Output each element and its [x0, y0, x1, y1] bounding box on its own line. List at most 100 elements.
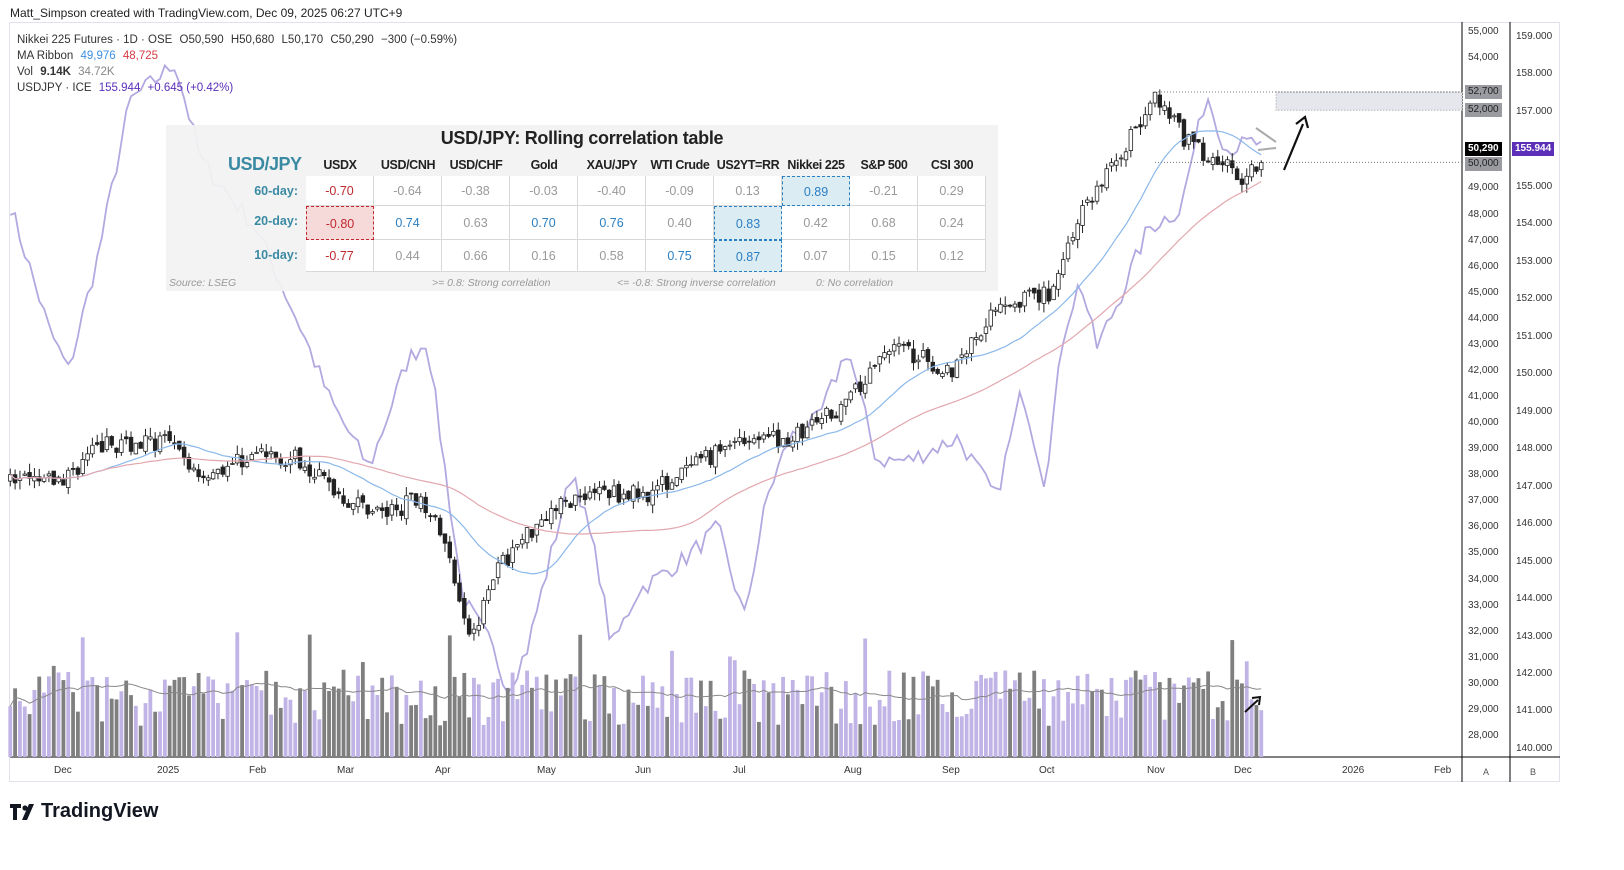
candle	[756, 436, 762, 441]
volume-bar	[1143, 675, 1148, 757]
volume-bar	[317, 719, 322, 757]
volume-bar	[766, 692, 771, 757]
volume-bar	[1099, 689, 1104, 757]
volume-bar	[1191, 682, 1196, 757]
volume-bar	[911, 676, 916, 757]
volume-bar	[1162, 719, 1167, 757]
candle	[1080, 205, 1085, 226]
volume-bar	[901, 672, 906, 757]
volume-bar	[1046, 725, 1051, 757]
volume-bar	[438, 725, 443, 757]
volume-bar	[124, 680, 129, 757]
volume-bar	[843, 681, 848, 757]
candle	[196, 469, 201, 478]
volume-bar	[955, 716, 959, 757]
legend-ma-label[interactable]: MA Ribbon	[17, 50, 74, 62]
candle	[606, 489, 612, 499]
candle	[37, 476, 42, 482]
legend-ma1: 49,976	[80, 50, 116, 62]
candle	[495, 562, 501, 579]
volume-bar	[689, 677, 694, 757]
volume-bar	[621, 723, 626, 757]
volume-bar	[723, 717, 728, 757]
chart-canvas[interactable]	[0, 0, 1624, 800]
auto-scale-button-b[interactable]: B	[1529, 767, 1536, 777]
column-header: CSI 300	[930, 158, 974, 172]
volume-bar	[1196, 678, 1201, 757]
candle	[312, 476, 317, 480]
candle	[901, 343, 907, 346]
volume-bar	[394, 686, 399, 757]
legend-usdjpy-label[interactable]: USDJPY · ICE	[17, 82, 92, 94]
candle	[46, 473, 52, 477]
volume-bar	[819, 692, 824, 757]
ma-slow-line	[9, 180, 1262, 535]
candle	[896, 343, 902, 347]
volume-bar	[645, 705, 650, 757]
nikkei-axis-tick: 48,000	[1468, 208, 1499, 220]
usdjpy-last-tag: 155.944	[1512, 142, 1555, 156]
usdjpy-axis-tick: 146.000	[1516, 518, 1553, 530]
auto-scale-button-a[interactable]: A	[1482, 767, 1489, 777]
candle	[761, 434, 766, 440]
candle	[679, 467, 684, 480]
legend-usdjpy-price: 155.944	[98, 82, 141, 94]
volume-bar	[549, 711, 554, 757]
volume-bar	[1177, 702, 1182, 757]
candle	[379, 507, 385, 511]
legend-vol-label[interactable]: Vol	[17, 66, 33, 78]
time-axis-label: Mar	[337, 765, 355, 776]
volume-bar	[327, 690, 331, 757]
candle	[553, 508, 559, 512]
volume-bar	[1027, 697, 1032, 757]
volume-bar	[370, 685, 375, 757]
usdjpy-axis-tick: 145.000	[1516, 555, 1553, 567]
volume-bar	[974, 680, 979, 757]
candle	[887, 350, 892, 355]
candle	[660, 476, 665, 485]
volume-bar	[172, 679, 177, 757]
candle	[920, 350, 926, 358]
volume-bar	[1104, 716, 1109, 757]
time-axis-label: Nov	[1147, 765, 1165, 776]
volume-bar	[979, 674, 984, 757]
volume-bar	[708, 680, 713, 757]
time-axis-label: Sep	[942, 765, 960, 776]
volume-bar	[790, 679, 795, 757]
volume-bar	[530, 687, 534, 757]
volume-bar	[278, 707, 283, 757]
volume-bar	[930, 686, 935, 757]
table-source: Source: LSEG	[169, 277, 237, 289]
candle	[1162, 105, 1167, 111]
correlation-cell: 0.89	[782, 176, 850, 206]
volume-bar	[670, 650, 674, 757]
candle	[1128, 129, 1134, 152]
candle	[505, 554, 510, 566]
candle	[549, 508, 554, 525]
correlation-cell: 0.68	[850, 206, 918, 240]
tradingview-logo[interactable]: TradingView	[10, 800, 158, 823]
volume-arrow-head-icon	[1251, 695, 1262, 706]
legend-symbol[interactable]: Nikkei 225 Futures · 1D · OSE	[17, 34, 173, 46]
chart-frame[interactable]	[9, 22, 1560, 782]
volume-bar	[728, 656, 732, 757]
candle	[95, 442, 100, 445]
usdjpy-axis-tick: 149.000	[1516, 405, 1553, 417]
candle	[500, 554, 506, 565]
volume-bar	[264, 670, 269, 757]
nikkei-axis-tick: 31,000	[1468, 651, 1499, 663]
volume-bar	[747, 678, 752, 757]
candle	[732, 440, 737, 443]
last-price-tag: 50,290	[1465, 142, 1502, 156]
usdjpy-axis-tick: 150.000	[1516, 368, 1553, 380]
volume-bar	[781, 676, 785, 757]
wedge-line	[1255, 127, 1277, 143]
candle	[471, 628, 477, 634]
volume-bar	[399, 723, 404, 757]
volume-bar	[868, 706, 872, 757]
candle	[481, 600, 486, 625]
volume-bar	[626, 689, 631, 757]
candle	[437, 517, 443, 536]
candle	[655, 485, 660, 491]
volume-bar	[37, 676, 42, 757]
